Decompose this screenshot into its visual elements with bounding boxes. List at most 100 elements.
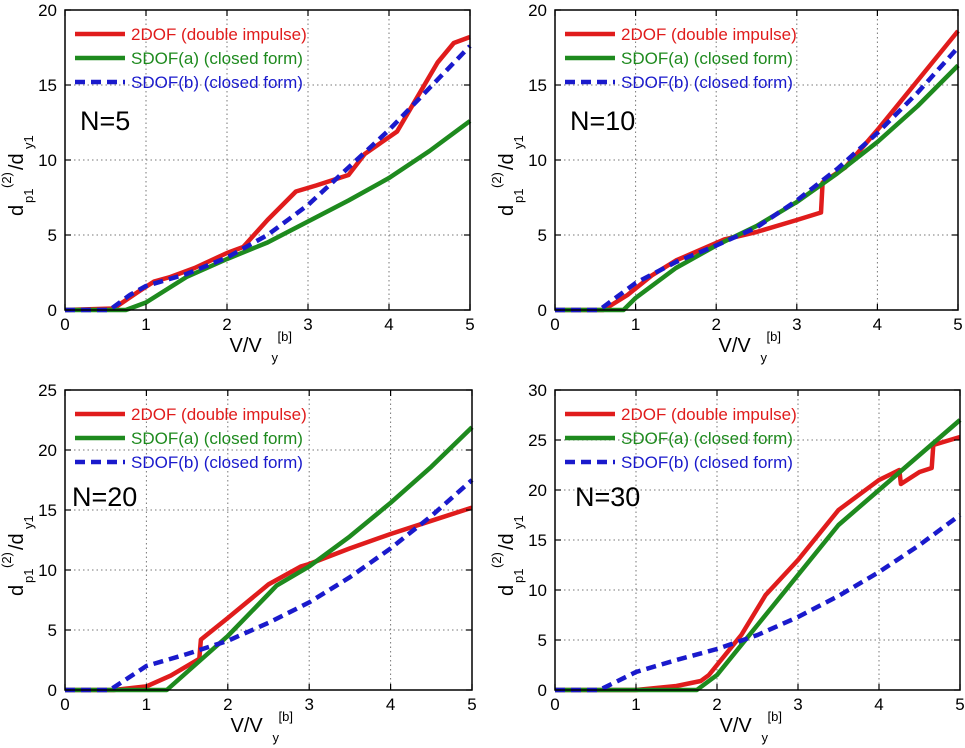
legend-label: SDOF(b) (closed form) <box>131 453 303 472</box>
x-tick-label: 3 <box>303 315 312 334</box>
y-axis-label-sub2: y1 <box>511 515 526 529</box>
series-line-sdof-b <box>65 44 472 313</box>
legend: 2DOF (double impulse) SDOF(a) (closed for… <box>75 25 307 92</box>
y-axis-label-sup: (2) <box>0 552 14 568</box>
y-tick-label: 10 <box>38 561 57 580</box>
y-axis-label-slash: /d <box>6 533 28 550</box>
x-tick-label: 4 <box>873 315 882 334</box>
y-axis-label-d: d <box>6 585 28 596</box>
legend-label: 2DOF (double impulse) <box>131 405 307 424</box>
x-axis-label-sup: [b] <box>279 709 293 724</box>
x-tick-label: 1 <box>631 315 640 334</box>
x-tick-label: 3 <box>304 695 313 714</box>
y-axis-label-sub1: p1 <box>511 189 526 203</box>
x-tick-label: 0 <box>60 695 69 714</box>
y-tick-label: 15 <box>38 501 57 520</box>
x-axis-label-sub: y <box>273 730 280 745</box>
y-tick-label: 0 <box>48 301 57 320</box>
y-axis-label-sup: (2) <box>0 172 14 188</box>
x-axis-label-sub: y <box>761 350 768 365</box>
y-tick-label: 10 <box>38 151 57 170</box>
legend: 2DOF (double impulse) SDOF(a) (closed for… <box>75 405 307 472</box>
y-axis-label-sub2: y1 <box>21 515 36 529</box>
y-axis-label-sup: (2) <box>489 172 504 188</box>
legend-label: SDOF(a) (closed form) <box>621 429 793 448</box>
x-tick-label: 4 <box>384 315 393 334</box>
x-tick-label: 3 <box>792 315 801 334</box>
x-axis-label-sub: y <box>762 730 769 745</box>
panel-label: N=5 <box>80 106 130 136</box>
y-axis-label-d: d <box>6 205 28 216</box>
panel-label: N=20 <box>72 482 137 512</box>
x-tick-label: 2 <box>222 315 231 334</box>
x-tick-label: 5 <box>467 695 476 714</box>
legend-label: SDOF(b) (closed form) <box>621 453 793 472</box>
x-tick-label: 0 <box>550 315 559 334</box>
y-tick-label: 5 <box>538 226 547 245</box>
y-axis-label-slash: /d <box>496 533 518 550</box>
y-axis-label-slash: /d <box>496 153 518 170</box>
legend-label: SDOF(a) (closed form) <box>621 49 793 68</box>
y-tick-label: 20 <box>528 481 547 500</box>
x-tick-label: 1 <box>142 695 151 714</box>
x-tick-label: 4 <box>874 695 883 714</box>
y-tick-label: 20 <box>528 1 547 20</box>
series-line-sdof-a <box>555 418 962 693</box>
x-tick-label: 5 <box>953 315 962 334</box>
y-axis-label: d p1 (2) /d y1 <box>489 515 526 596</box>
y-tick-label: 15 <box>528 76 547 95</box>
series-line-sdof-b <box>555 513 962 693</box>
x-tick-label: 1 <box>631 695 640 714</box>
y-axis-label-slash: /d <box>6 153 28 170</box>
series-line-sdof-a <box>65 119 472 313</box>
x-axis-label-sup: [b] <box>278 329 292 344</box>
panel-label: N=10 <box>570 106 635 136</box>
legend-label: 2DOF (double impulse) <box>131 25 307 44</box>
y-axis-label-sub2: y1 <box>511 135 526 149</box>
y-tick-label: 5 <box>538 631 547 650</box>
y-tick-label: 15 <box>38 76 57 95</box>
chart-panel-4: 0 1 2 3 4 5 0 5 10 15 20 25 30 V/V y [b] d p1 (2) /d y1 2DOF … <box>489 381 965 745</box>
legend: 2DOF (double impulse) SDOF(a) (closed for… <box>565 405 797 472</box>
y-tick-label: 0 <box>48 681 57 700</box>
series-line-sdof-a <box>65 425 474 693</box>
legend-label: SDOF(a) (closed form) <box>131 49 303 68</box>
legend-label: SDOF(a) (closed form) <box>131 429 303 448</box>
chart-panel-2: 0 1 2 3 4 5 0 5 10 15 20 V/V y [b] d p1 (2) /d y1 2DOF (dou… <box>489 1 963 365</box>
x-tick-label: 0 <box>550 695 559 714</box>
legend-label: 2DOF (double impulse) <box>621 25 797 44</box>
y-tick-label: 0 <box>538 301 547 320</box>
x-tick-label: 3 <box>793 695 802 714</box>
x-axis-label: V/V <box>719 335 752 357</box>
x-tick-label: 4 <box>386 695 395 714</box>
y-tick-label: 15 <box>528 531 547 550</box>
y-axis-label-sup: (2) <box>489 552 504 568</box>
y-tick-label: 25 <box>528 431 547 450</box>
y-axis-label: d p1 (2) /d y1 <box>0 135 36 216</box>
y-axis-label-d: d <box>496 585 518 596</box>
y-axis-label: d p1 (2) /d y1 <box>489 135 526 216</box>
series-line-sdof-b <box>65 478 474 693</box>
y-tick-label: 0 <box>538 681 547 700</box>
legend: 2DOF (double impulse) SDOF(a) (closed for… <box>565 25 797 92</box>
y-axis-label-sub1: p1 <box>21 569 36 583</box>
chart-panel-1: 0 1 2 3 4 5 0 5 10 15 20 V/V y [b] d p1 (2) /d y1 2DOF (dou… <box>0 1 475 365</box>
axes-frame <box>64 389 473 691</box>
series-line-sdof-a <box>555 63 960 313</box>
x-tick-label: 5 <box>465 315 474 334</box>
x-tick-label: 2 <box>223 695 232 714</box>
series-line-2dof <box>555 434 961 693</box>
x-axis-label-sup: [b] <box>768 709 782 724</box>
panel-label: N=30 <box>575 482 640 512</box>
x-axis-label-sub: y <box>272 350 279 365</box>
y-tick-label: 10 <box>528 581 547 600</box>
y-tick-label: 30 <box>528 381 547 400</box>
x-axis-label: V/V <box>720 715 753 737</box>
x-axis-label-sup: [b] <box>767 329 781 344</box>
y-axis-label-sub1: p1 <box>21 189 36 203</box>
x-tick-label: 2 <box>712 695 721 714</box>
y-axis-label-d: d <box>496 205 518 216</box>
x-tick-label: 0 <box>60 315 69 334</box>
x-tick-label: 1 <box>141 315 150 334</box>
y-axis-label-sub2: y1 <box>21 135 36 149</box>
